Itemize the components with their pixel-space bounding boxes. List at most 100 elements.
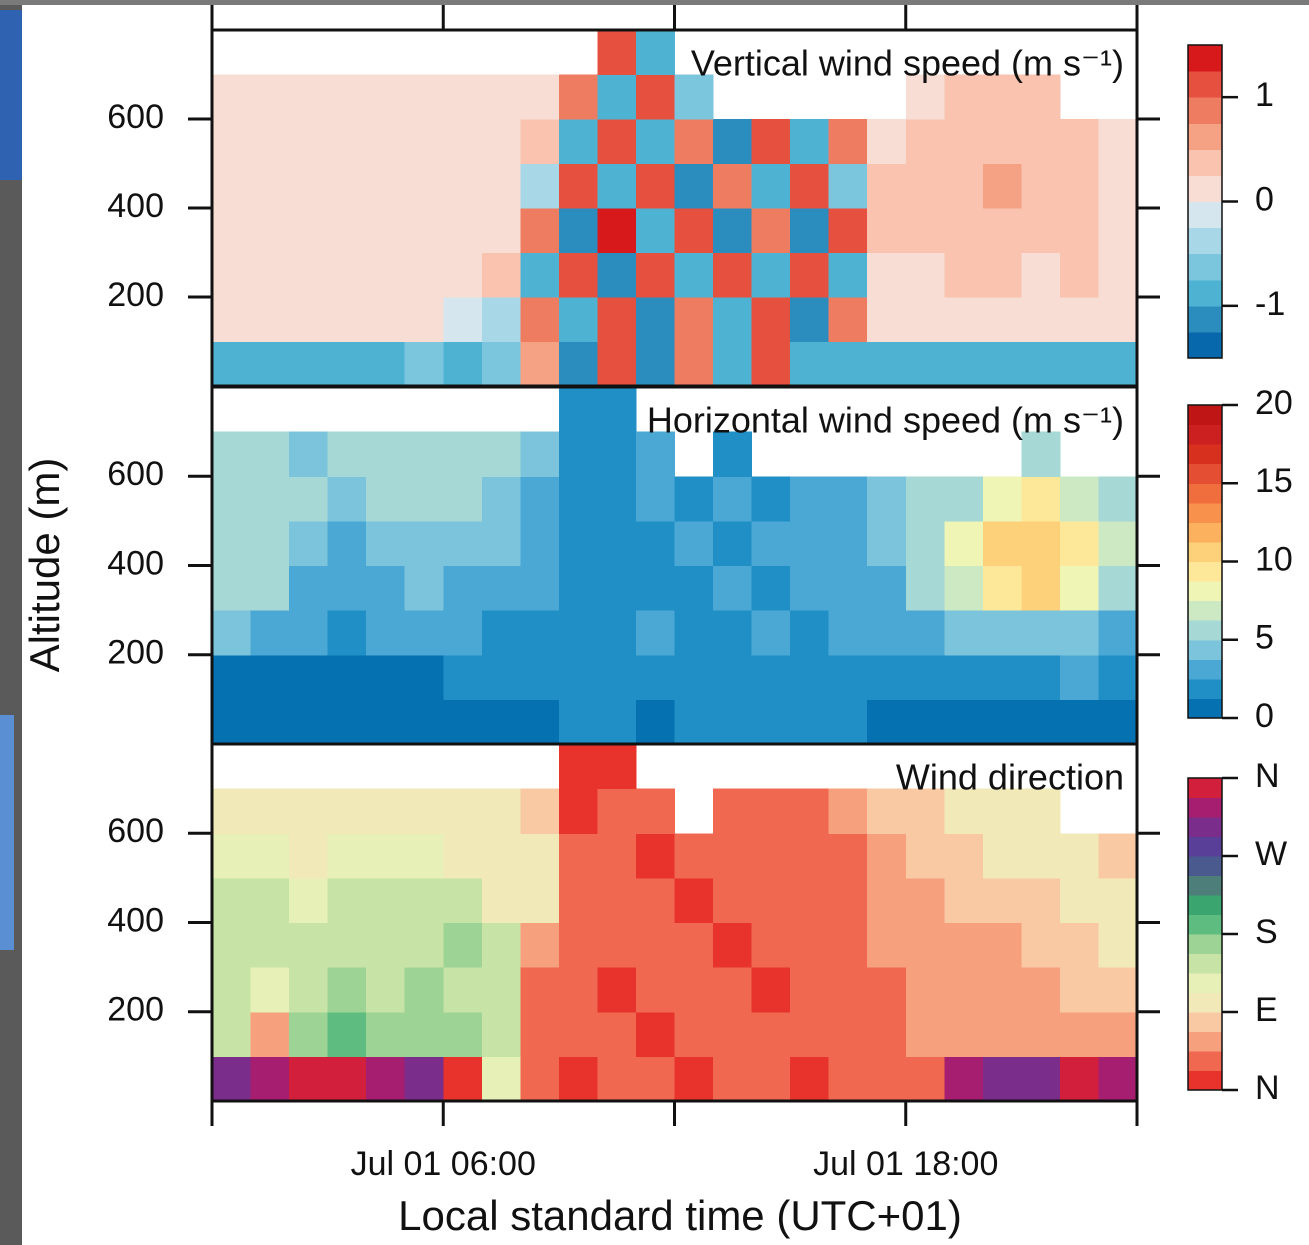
heatmap-cell (790, 297, 830, 343)
heatmap-cell (713, 208, 753, 254)
heatmap-cell (867, 119, 907, 165)
heatmap-cell (481, 610, 521, 656)
heatmap-cell (212, 341, 252, 387)
heatmap-cell (982, 208, 1022, 254)
heatmap-cell (828, 297, 868, 343)
colorbar-swatch (1188, 305, 1222, 333)
heatmap-cell (828, 252, 868, 298)
heatmap-cell (520, 654, 560, 700)
heatmap-cell (366, 699, 406, 745)
heatmap-cell (520, 610, 560, 656)
heatmap-cell (867, 1011, 907, 1057)
heatmap-cell (867, 1056, 907, 1102)
heatmap-cell (443, 967, 483, 1013)
heatmap-cell (250, 476, 290, 522)
heatmap-cell (404, 922, 444, 968)
heatmap-cell (1098, 476, 1138, 522)
heatmap-cell (828, 341, 868, 387)
heatmap-cell (597, 833, 637, 879)
heatmap-cell (481, 297, 521, 343)
heatmap-cell (790, 119, 830, 165)
heatmap-cell (404, 119, 444, 165)
heatmap-cell (327, 119, 367, 165)
heatmap-cell (327, 208, 367, 254)
heatmap-cell (790, 654, 830, 700)
colorbar-swatch (1188, 123, 1222, 150)
colorbar-swatch (1188, 405, 1222, 426)
heatmap-cell (790, 610, 830, 656)
heatmap-cell (481, 654, 521, 700)
heatmap-cell (1021, 833, 1061, 879)
heatmap-cell (674, 610, 714, 656)
heatmap-cell (327, 610, 367, 656)
heatmap-cell (1059, 476, 1100, 522)
heatmap-cell (327, 74, 367, 120)
heatmap-cell (481, 699, 521, 745)
colorbar-swatch (1188, 698, 1222, 719)
heatmap-cell (751, 476, 791, 522)
heatmap-cell (1021, 967, 1061, 1013)
heatmap-cell (1021, 788, 1061, 834)
heatmap-cell (1021, 610, 1061, 656)
heatmap-cell (520, 788, 560, 834)
heatmap-cell (1098, 565, 1138, 611)
heatmap-cell (558, 341, 599, 387)
heatmap-cell (751, 208, 791, 254)
heatmap-cell (828, 1056, 868, 1102)
y-tick-label: 600 (107, 98, 164, 136)
heatmap-cell (250, 654, 290, 700)
heatmap-cell (597, 699, 637, 745)
colorbar-swatch (1188, 620, 1222, 641)
heatmap-cell (982, 297, 1022, 343)
heatmap-cell (635, 476, 676, 522)
heatmap-cell (366, 877, 406, 924)
heatmap-cell (867, 699, 907, 745)
heatmap-cell (481, 74, 521, 120)
left-strip-image (0, 715, 14, 950)
heatmap-cell (828, 520, 868, 567)
heatmap-cell (790, 208, 830, 254)
heatmap-cell (289, 431, 329, 477)
heatmap-cell (1098, 610, 1138, 656)
heatmap-cell (443, 252, 483, 298)
colorbar-swatch (1188, 934, 1222, 954)
heatmap-cell (1098, 967, 1138, 1013)
heatmap-cell (1059, 699, 1100, 745)
heatmap-cell (1098, 208, 1138, 254)
heatmap-cell (713, 1011, 753, 1057)
heatmap-cell (674, 341, 714, 387)
heatmap-cell (1098, 699, 1138, 745)
heatmap-cell (327, 967, 367, 1013)
heatmap-cell (404, 699, 444, 745)
colorbar-tick-label: 1 (1255, 76, 1274, 114)
heatmap-cell (212, 699, 252, 745)
heatmap-cell (212, 297, 252, 343)
heatmap-cell (597, 341, 637, 387)
heatmap-cell (944, 922, 984, 968)
heatmap-cell (558, 922, 599, 968)
heatmap-cell (250, 610, 290, 656)
heatmap-cell (558, 833, 599, 879)
heatmap-cell (481, 788, 521, 834)
heatmap-cell (212, 1011, 252, 1057)
heatmap-cell (751, 654, 791, 700)
heatmap-cell (982, 565, 1022, 611)
heatmap-cell (212, 922, 252, 968)
heatmap-cell (982, 1056, 1022, 1102)
colorbar-swatch (1188, 678, 1222, 699)
heatmap-cell (982, 476, 1022, 522)
colorbar-swatch (1188, 45, 1222, 72)
heatmap-cell (558, 387, 599, 433)
heatmap-cell (404, 476, 444, 522)
colorbar-swatch (1188, 424, 1222, 445)
heatmap-cell (1021, 74, 1061, 120)
colorbar-tick-label: N (1255, 757, 1280, 795)
heatmap-cell (366, 1011, 406, 1057)
heatmap-cell (1098, 922, 1138, 968)
heatmap-cell (558, 967, 599, 1013)
heatmap-cell (905, 341, 945, 387)
heatmap-cell (250, 74, 290, 120)
heatmap-cell (1021, 119, 1061, 165)
heatmap-cell (327, 699, 367, 745)
heatmap-cell (828, 610, 868, 656)
